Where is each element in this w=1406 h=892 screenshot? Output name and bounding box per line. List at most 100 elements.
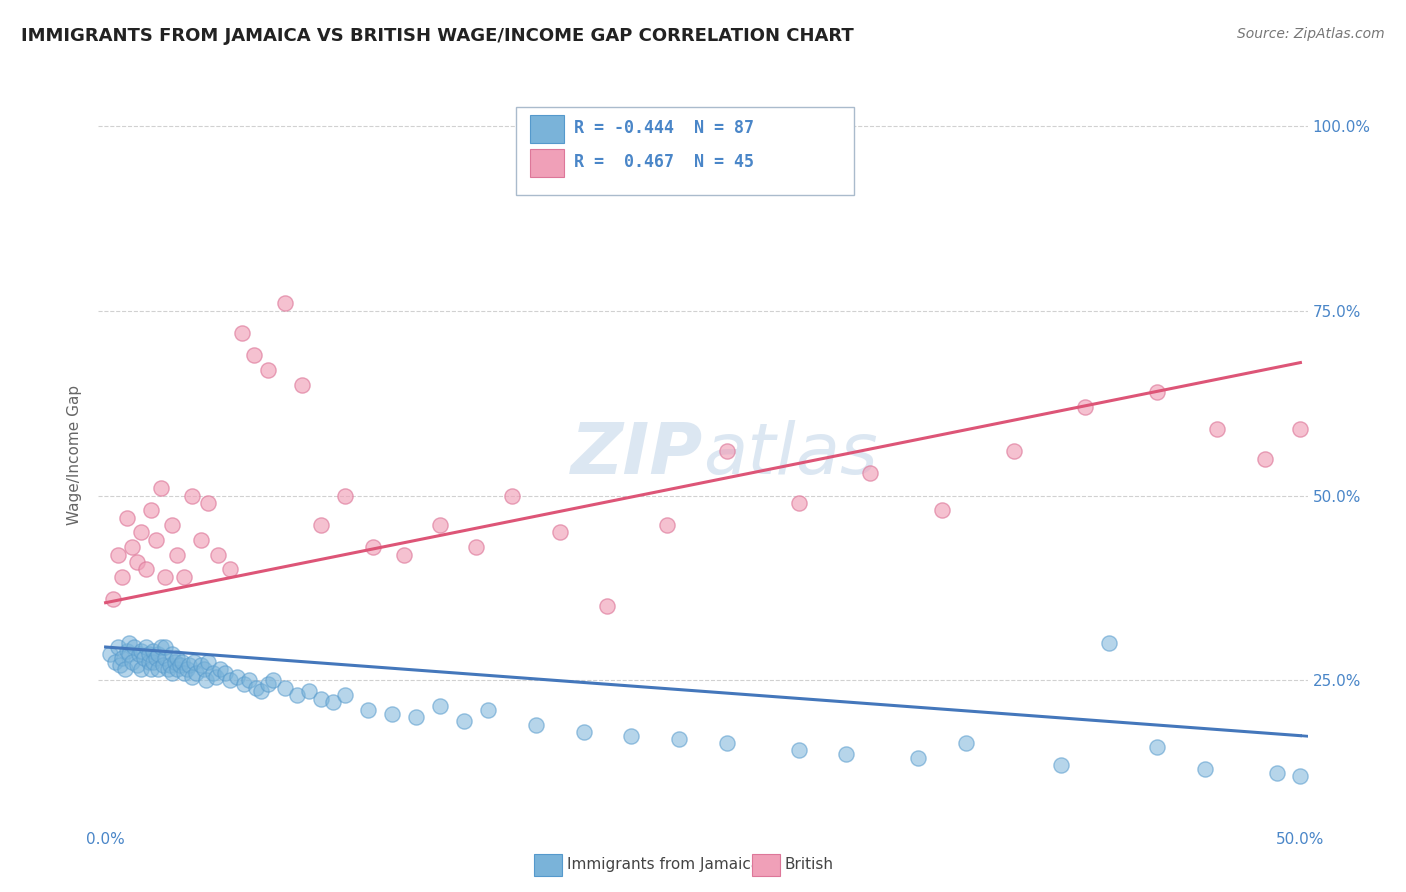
Point — [121, 541, 143, 555]
Point — [179, 658, 201, 673]
Point — [907, 751, 929, 765]
Point — [242, 348, 264, 362]
Point — [657, 518, 679, 533]
Point — [180, 489, 202, 503]
Point — [207, 548, 229, 562]
Point — [218, 562, 240, 576]
Point — [394, 548, 416, 562]
Point — [111, 651, 134, 665]
Point — [202, 665, 225, 680]
Point — [620, 729, 643, 743]
Text: Immigrants from Jamaica: Immigrants from Jamaica — [567, 857, 759, 871]
Point — [209, 662, 232, 676]
Point — [1002, 444, 1025, 458]
Point — [859, 467, 882, 481]
Text: IMMIGRANTS FROM JAMAICA VS BRITISH WAGE/INCOME GAP CORRELATION CHART: IMMIGRANTS FROM JAMAICA VS BRITISH WAGE/… — [21, 27, 853, 45]
Point — [118, 636, 141, 650]
Text: R =  0.467  N = 45: R = 0.467 N = 45 — [574, 153, 754, 171]
Point — [787, 496, 810, 510]
Point — [572, 725, 595, 739]
Point — [226, 669, 249, 683]
Point — [142, 655, 165, 669]
Point — [716, 444, 738, 458]
Point — [138, 648, 160, 662]
Point — [128, 648, 150, 662]
Point — [149, 640, 172, 654]
Point — [104, 655, 127, 669]
Point — [166, 548, 188, 562]
Point — [146, 648, 169, 662]
Point — [186, 665, 208, 680]
Point — [524, 717, 547, 731]
Point — [309, 518, 332, 533]
Point — [159, 658, 181, 673]
Point — [152, 658, 174, 673]
Point — [101, 592, 124, 607]
Point — [108, 658, 131, 673]
Point — [787, 743, 810, 757]
Point — [204, 669, 226, 683]
Point — [405, 710, 427, 724]
Point — [1205, 422, 1227, 436]
Point — [218, 673, 240, 688]
Point — [142, 643, 165, 657]
Point — [357, 703, 380, 717]
Point — [309, 691, 332, 706]
Point — [155, 570, 177, 584]
Point — [257, 677, 280, 691]
Point — [122, 640, 145, 654]
Point — [381, 706, 404, 721]
Point — [290, 377, 312, 392]
Point — [429, 518, 451, 533]
Point — [114, 662, 136, 676]
Point — [835, 747, 858, 761]
Point — [548, 525, 571, 540]
Point — [1289, 769, 1312, 783]
Point — [170, 655, 193, 669]
Point — [149, 481, 172, 495]
Point — [155, 640, 177, 654]
Point — [190, 658, 212, 673]
Point — [1098, 636, 1121, 650]
Point — [190, 533, 212, 547]
Point — [197, 655, 219, 669]
Point — [955, 736, 977, 750]
Point — [173, 665, 195, 680]
Point — [429, 699, 451, 714]
Point — [173, 570, 195, 584]
Point — [145, 533, 167, 547]
Text: Source: ZipAtlas.com: Source: ZipAtlas.com — [1237, 27, 1385, 41]
Point — [166, 662, 188, 676]
Point — [1194, 762, 1216, 776]
Point — [107, 548, 129, 562]
Point — [453, 714, 475, 728]
Point — [214, 665, 236, 680]
Point — [162, 665, 184, 680]
Point — [716, 736, 738, 750]
FancyBboxPatch shape — [530, 149, 564, 177]
Point — [139, 503, 162, 517]
Point — [477, 703, 499, 717]
Point — [322, 695, 344, 709]
Point — [245, 681, 267, 695]
Point — [145, 651, 167, 665]
Point — [125, 555, 148, 569]
Point — [1289, 422, 1312, 436]
Point — [250, 684, 273, 698]
Text: British: British — [785, 857, 834, 871]
Point — [115, 510, 138, 524]
Point — [233, 677, 256, 691]
Point — [931, 503, 953, 517]
Point — [138, 655, 160, 669]
FancyBboxPatch shape — [530, 115, 564, 143]
Y-axis label: Wage/Income Gap: Wage/Income Gap — [67, 384, 83, 525]
Point — [176, 662, 198, 676]
Point — [166, 651, 188, 665]
Point — [274, 681, 297, 695]
Point — [1146, 385, 1168, 400]
Point — [361, 541, 384, 555]
Point — [1253, 451, 1275, 466]
Text: R = -0.444  N = 87: R = -0.444 N = 87 — [574, 119, 754, 137]
Point — [193, 662, 215, 676]
Point — [131, 525, 153, 540]
